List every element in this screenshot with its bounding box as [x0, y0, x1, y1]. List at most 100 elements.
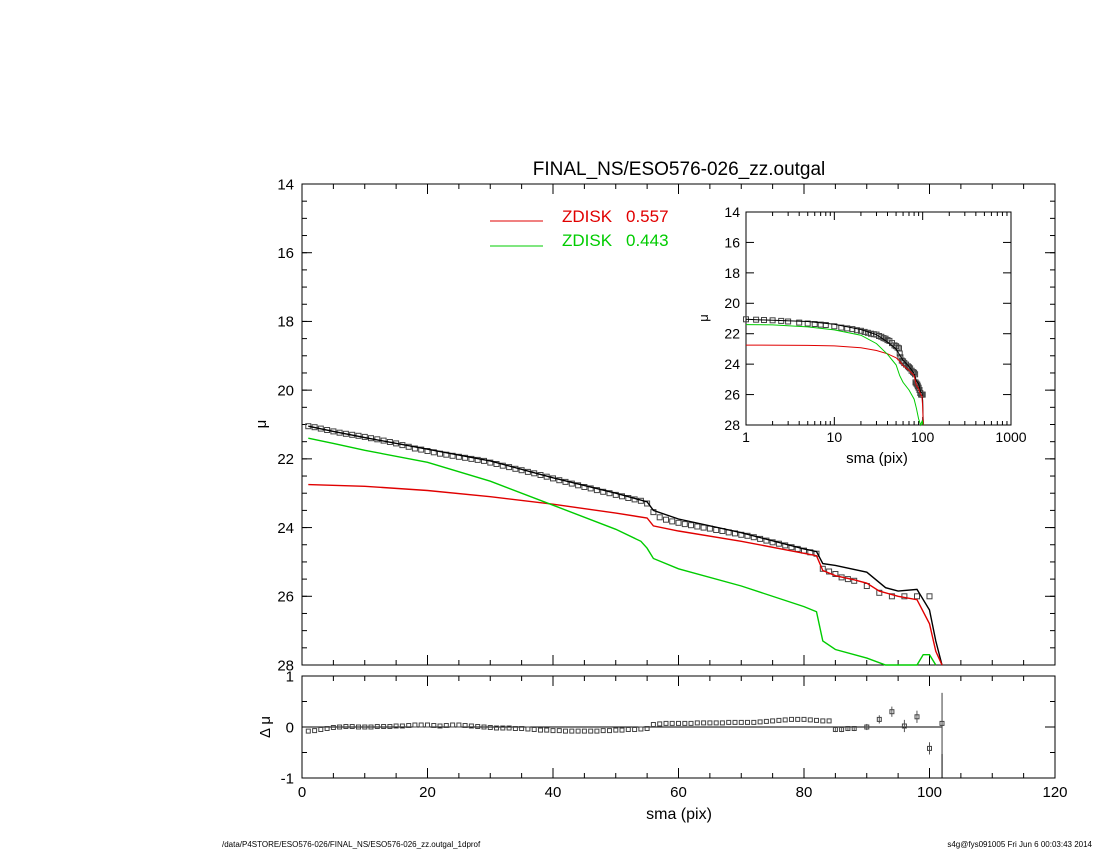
- legend: ZDISK 0.557 ZDISK 0.443: [490, 207, 669, 250]
- residual-point: [839, 727, 845, 732]
- main-axes: 14 16 18 20 22 24 26 28: [277, 176, 1056, 674]
- inset-xtick-label: 100: [911, 429, 935, 445]
- main-series-zdisk-0-443: [308, 437, 937, 666]
- residual-point: [468, 723, 474, 729]
- residual-point: [387, 724, 393, 729]
- residual-xtick-label: 120: [1042, 784, 1067, 801]
- main-point: [474, 456, 481, 463]
- main-ytick-label: 26: [277, 589, 294, 606]
- main-point: [914, 593, 920, 600]
- main-point: [675, 519, 682, 526]
- main-y-axis-label: μ: [253, 420, 270, 429]
- main-ytick-label: 18: [277, 314, 294, 331]
- residual-point: [776, 717, 782, 723]
- residual-point: [362, 724, 368, 730]
- residual-point: [538, 727, 543, 733]
- inset-ytick-label: 16: [724, 234, 740, 250]
- residual-point: [563, 728, 568, 734]
- inset-ytick-label: 26: [724, 386, 740, 402]
- main-series-zdisk-0-557: [308, 483, 943, 666]
- inset-point: [853, 327, 860, 334]
- main-panel: FINAL_NS/ESO576-026_zz.outgal 14 16 18 20 22…: [253, 159, 1056, 674]
- main-point: [468, 455, 475, 462]
- residual-point: [719, 720, 725, 726]
- residual-point: [412, 722, 418, 728]
- residual-point: [876, 716, 882, 722]
- residual-point: [751, 719, 757, 725]
- residual-point: [745, 719, 750, 725]
- main-point: [769, 539, 776, 546]
- main-point: [694, 523, 701, 530]
- main-point: [681, 521, 688, 528]
- residual-point: [901, 723, 907, 729]
- main-ytick-label: 20: [277, 382, 294, 399]
- main-point: [612, 491, 619, 498]
- main-point: [669, 518, 676, 525]
- residual-point: [443, 723, 449, 728]
- main-point: [763, 537, 770, 544]
- residual-point: [713, 720, 719, 726]
- residual-point: [481, 724, 487, 730]
- main-point: [688, 522, 694, 529]
- residual-point: [556, 728, 562, 734]
- residual-xtick-label: 80: [796, 784, 813, 801]
- residual-point: [437, 723, 443, 729]
- residual-point: [701, 720, 707, 726]
- residual-point: [500, 725, 506, 731]
- main-point: [926, 593, 933, 600]
- inset-ytick-label: 14: [724, 204, 740, 220]
- main-point: [587, 485, 594, 492]
- residual-point: [676, 720, 681, 726]
- residual-point: [607, 728, 612, 734]
- inset-point: [811, 321, 818, 327]
- residual-point: [638, 726, 644, 732]
- main-point: [744, 532, 751, 539]
- inset-y-axis-label: μ: [696, 314, 711, 322]
- residual-point: [789, 716, 794, 722]
- residual-point: [318, 727, 324, 732]
- residual-point: [450, 722, 456, 728]
- inset-xtick-label: 1000: [995, 429, 1026, 445]
- residual-point: [330, 725, 336, 730]
- residual-point: [519, 726, 525, 731]
- inset-point: [914, 383, 921, 390]
- legend-value-red: 0.557: [626, 207, 669, 226]
- main-ytick-label: 24: [277, 520, 294, 537]
- residual-ytick-label: 1: [286, 668, 294, 685]
- residual-point: [393, 723, 399, 729]
- inset-ytick-label: 20: [724, 295, 740, 311]
- residual-point: [801, 716, 807, 722]
- residual-point: [682, 720, 688, 726]
- legend-name-green: ZDISK: [562, 231, 613, 250]
- inset-series-zdisk-0-557: [745, 344, 924, 426]
- inset-series-zdisk-0-443: [745, 324, 924, 427]
- residual-point: [694, 720, 700, 726]
- main-point: [656, 514, 663, 521]
- main-point: [493, 461, 500, 467]
- residual-point: [368, 724, 374, 730]
- main-point: [581, 484, 588, 490]
- residual-point: [632, 727, 638, 732]
- residual-point: [669, 720, 675, 726]
- main-ytick-label: 14: [277, 176, 294, 193]
- residual-point: [399, 723, 405, 729]
- inset-point: [838, 324, 845, 331]
- inset-panel: 14 16 18 20 22 24 26 281 10 100 1000 μ sma (pix): [696, 204, 1027, 467]
- inset-point: [796, 319, 803, 326]
- residual-point: [644, 726, 650, 731]
- residual-point: [374, 724, 380, 729]
- residual-point: [814, 717, 819, 723]
- inset-xtick-label: 10: [827, 429, 843, 445]
- legend-name-red: ZDISK: [562, 207, 613, 226]
- residual-xtick-label: 20: [419, 784, 436, 801]
- residual-xtick-label: 40: [545, 784, 562, 801]
- main-point: [499, 462, 506, 469]
- residual-point: [506, 725, 512, 731]
- residual-point: [820, 718, 826, 724]
- inset-point: [822, 322, 829, 328]
- inset-point: [785, 318, 792, 325]
- residual-point: [425, 722, 430, 728]
